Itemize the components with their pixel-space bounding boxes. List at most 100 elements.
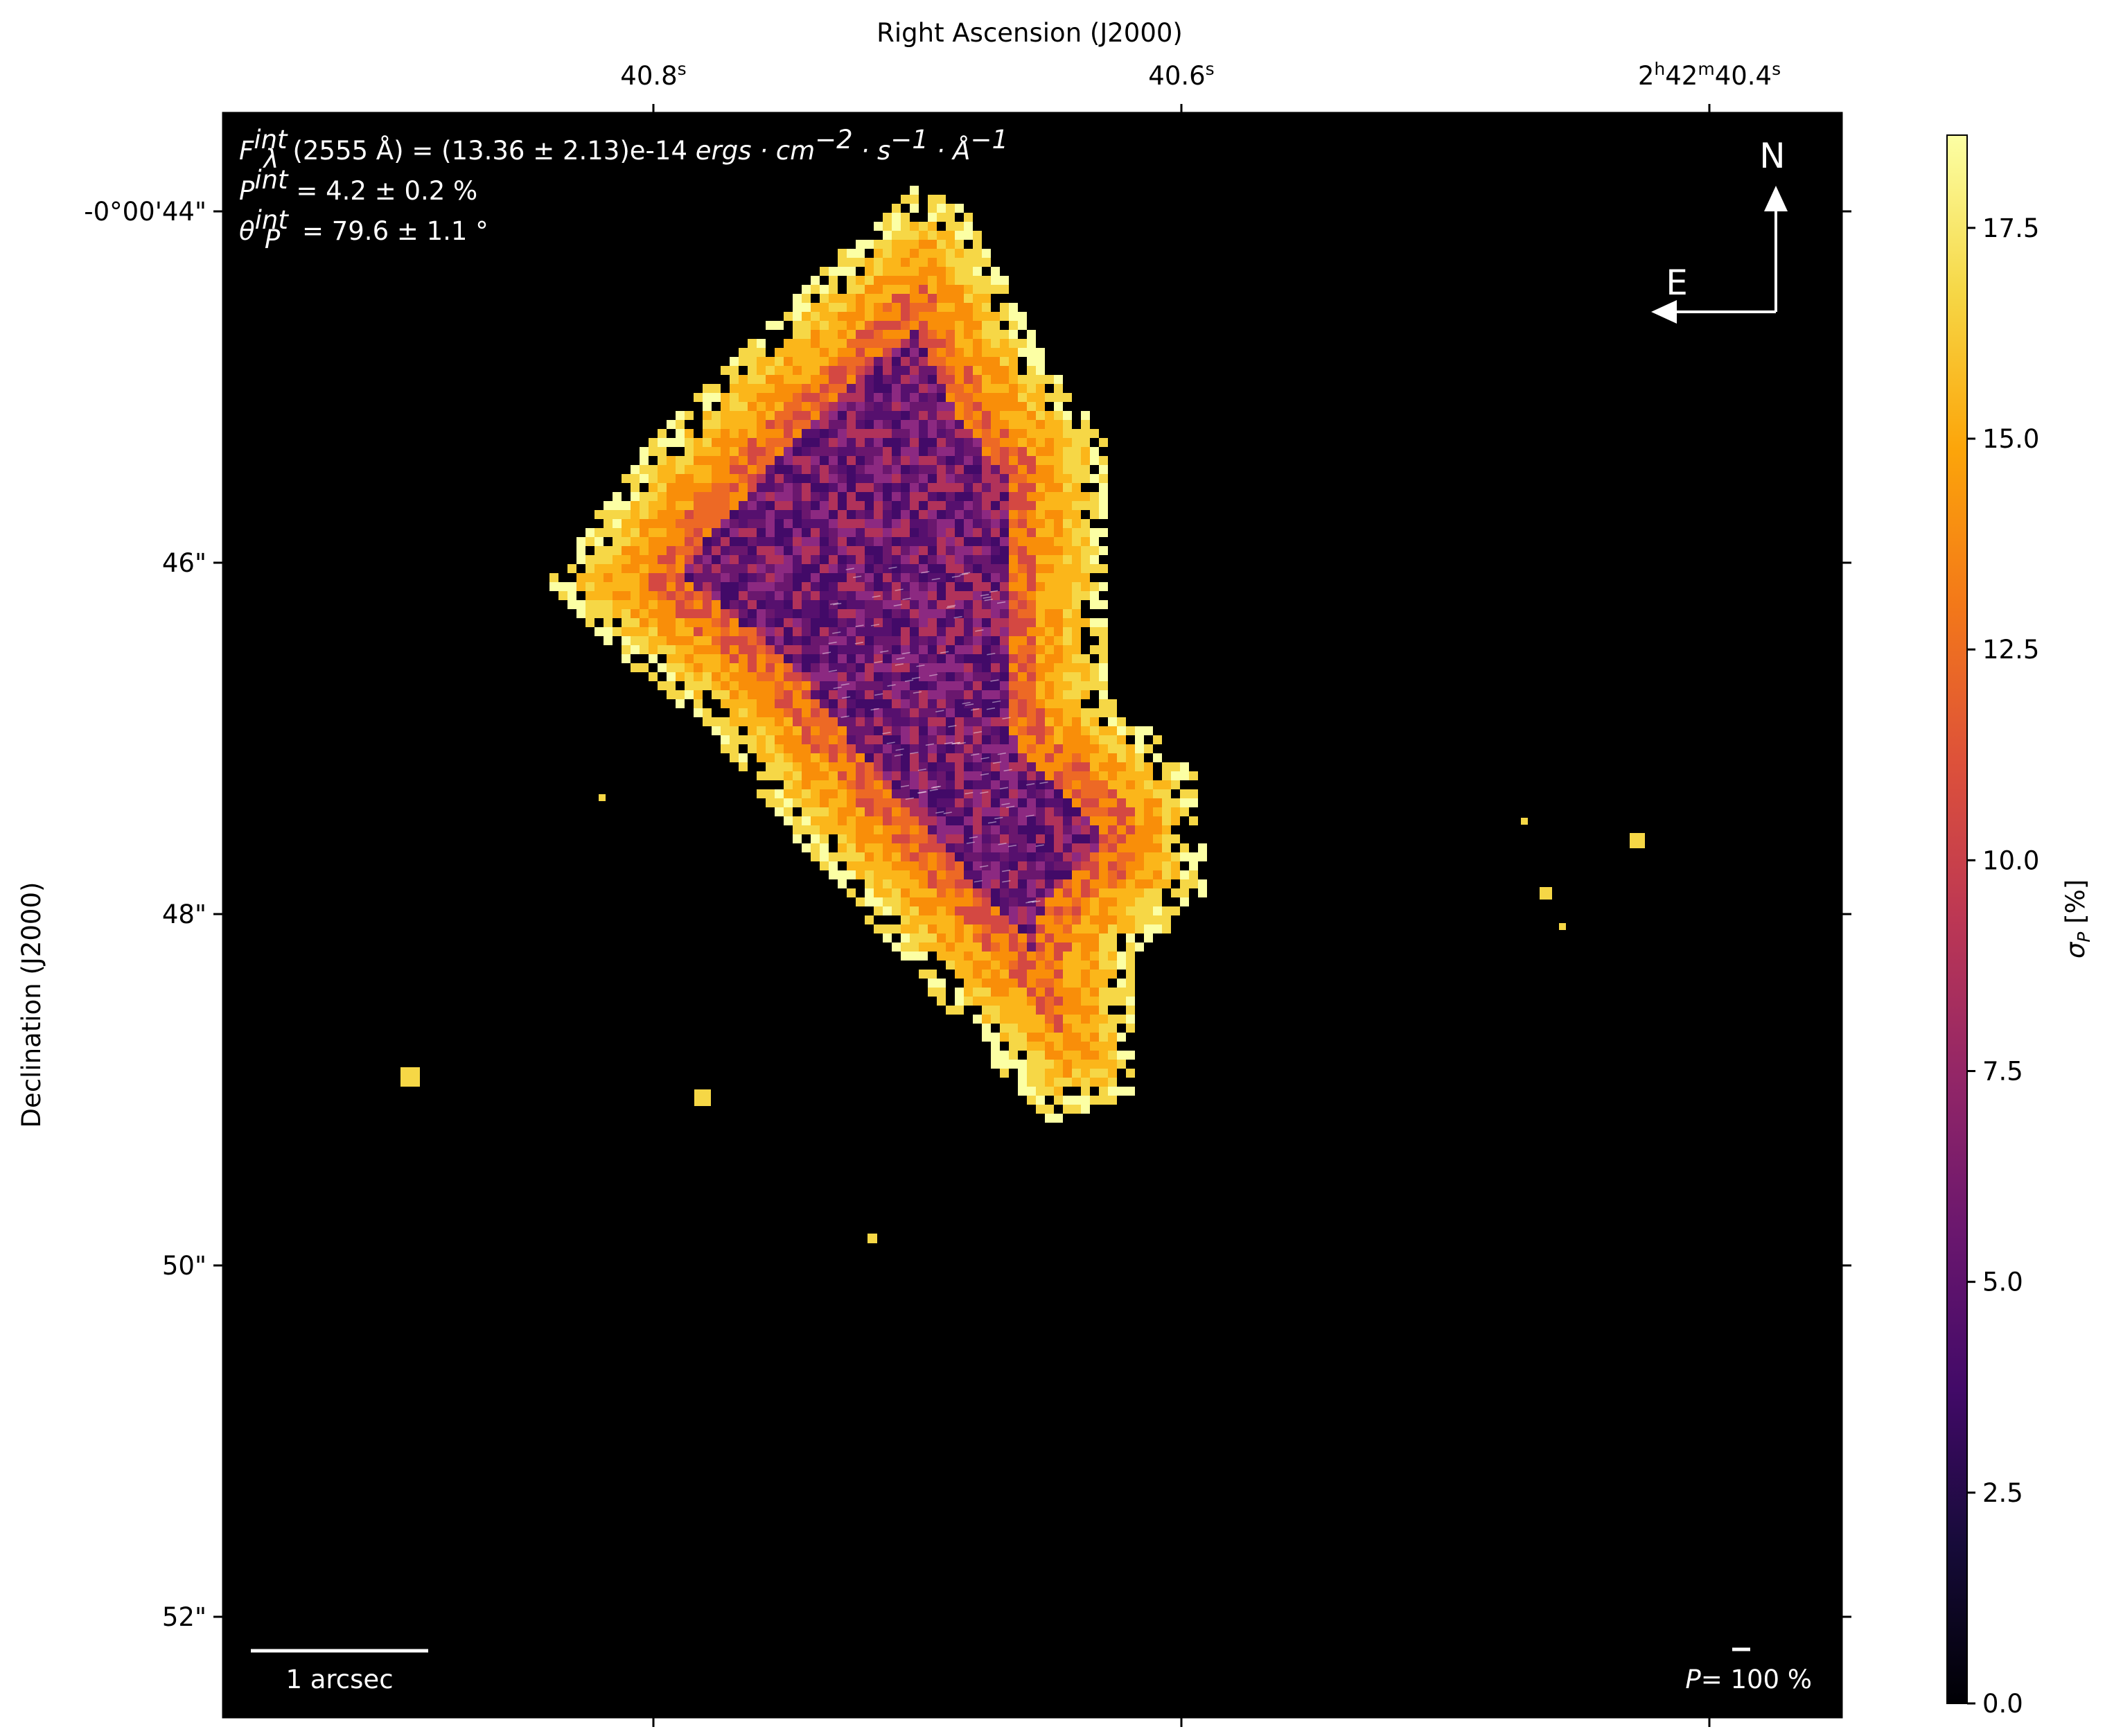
polarization-vector [1028, 900, 1037, 903]
y-tick-label: 52" [162, 1602, 206, 1632]
map-pixel [784, 465, 793, 474]
map-pixel [982, 997, 991, 1006]
map-pixel [982, 330, 991, 339]
map-pixel [1126, 852, 1135, 861]
map-pixel [685, 618, 694, 627]
map-pixel [685, 510, 694, 519]
map-pixel [982, 483, 991, 492]
map-pixel [901, 501, 910, 510]
map-pixel [973, 546, 982, 555]
map-pixel [991, 961, 1000, 970]
map-pixel [928, 888, 937, 897]
map-pixel [1009, 807, 1018, 816]
map-pixel [847, 564, 856, 573]
map-pixel [1045, 681, 1054, 690]
map-pixel [1027, 952, 1036, 961]
map-pixel [856, 672, 865, 681]
map-pixel [730, 528, 739, 537]
map-pixel [901, 933, 910, 942]
map-pixel [919, 825, 928, 834]
map-pixel [874, 240, 883, 249]
map-pixel [928, 672, 937, 681]
map-pixel [946, 663, 955, 672]
map-pixel [982, 312, 991, 321]
colorbar-tick-label: 0.0 [1982, 1689, 2023, 1719]
map-pixel [1018, 384, 1027, 393]
map-pixel [991, 816, 1000, 825]
map-pixel [658, 663, 667, 672]
map-pixel [739, 591, 748, 600]
map-pixel [874, 672, 883, 681]
map-pixel [919, 420, 928, 429]
polarization-vector [957, 742, 966, 745]
map-pixel [1054, 582, 1063, 591]
map-pixel [865, 699, 874, 708]
map-pixel [892, 339, 901, 348]
map-pixel [838, 744, 847, 753]
map-pixel [874, 852, 883, 861]
polarization-vector [946, 606, 955, 609]
map-pixel [1081, 879, 1090, 888]
polarization-vector [1026, 783, 1035, 786]
map-pixel [883, 618, 892, 627]
map-pixel [1036, 1105, 1045, 1114]
map-pixel [1090, 492, 1099, 501]
map-pixel [1009, 564, 1018, 573]
map-pixel [919, 249, 928, 258]
map-pixel [802, 492, 811, 501]
map-pixel [1036, 843, 1045, 852]
map-pixel [847, 267, 856, 276]
map-pixel [910, 303, 919, 312]
map-pixel [649, 447, 658, 456]
map-pixel [1063, 564, 1072, 573]
map-pixel [1081, 672, 1090, 681]
map-pixel [1027, 636, 1036, 645]
map-pixel [1054, 438, 1063, 447]
map-pixel [757, 717, 766, 726]
map-pixel [829, 672, 838, 681]
map-pixel [748, 744, 757, 753]
map-pixel [820, 609, 829, 618]
map-pixel [1072, 501, 1081, 510]
map-pixel [757, 573, 766, 582]
map-pixel [1036, 1006, 1045, 1015]
map-pixel [991, 1033, 1000, 1042]
map-pixel [838, 510, 847, 519]
map-pixel [1000, 997, 1009, 1006]
map-pixel [599, 794, 606, 801]
colorbar-gradient [1946, 134, 1968, 1704]
map-pixel [874, 249, 883, 258]
map-pixel [1000, 897, 1009, 906]
map-pixel [748, 609, 757, 618]
map-pixel [1009, 717, 1018, 726]
map-pixel [919, 807, 928, 816]
map-pixel [1054, 979, 1063, 988]
map-pixel [1063, 636, 1072, 645]
map-pixel [874, 285, 883, 294]
map-pixel [739, 609, 748, 618]
map-pixel [991, 933, 1000, 942]
map-pixel [964, 465, 973, 474]
map-pixel [1009, 843, 1018, 852]
map-pixel [955, 870, 964, 879]
map-pixel [712, 429, 721, 438]
map-pixel [757, 483, 766, 492]
map-pixel [1054, 609, 1063, 618]
map-pixel [928, 789, 937, 798]
map-pixel [1081, 942, 1090, 952]
map-pixel [658, 555, 667, 564]
map-pixel [1000, 753, 1009, 762]
map-pixel [703, 447, 712, 456]
map-pixel [901, 294, 910, 303]
map-pixel [829, 753, 838, 762]
map-pixel [811, 402, 820, 411]
map-pixel [766, 393, 775, 402]
map-pixel [1072, 528, 1081, 537]
map-pixel [1045, 609, 1054, 618]
map-pixel [1189, 870, 1198, 879]
map-pixel [1090, 1078, 1099, 1087]
map-pixel [721, 510, 730, 519]
map-pixel [928, 771, 937, 780]
map-pixel [919, 952, 928, 961]
map-pixel [838, 627, 847, 636]
